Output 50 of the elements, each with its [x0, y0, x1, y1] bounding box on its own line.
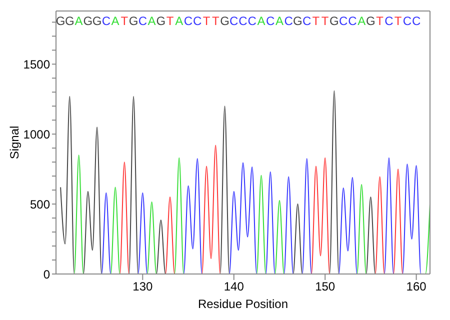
annotation: G [92, 14, 102, 28]
annotation: G [56, 14, 66, 28]
annotation: C [402, 14, 412, 28]
annotation: A [358, 14, 366, 28]
annotation: T [202, 14, 211, 28]
annotation: C [193, 14, 202, 28]
x-tick-label: 160 [406, 280, 427, 294]
annotation: T [321, 14, 330, 28]
annotation: T [166, 14, 174, 28]
y-tick-label: 1000 [23, 127, 50, 142]
annotation: G [83, 14, 93, 28]
annotation: T [376, 14, 384, 28]
annotation: A [111, 14, 120, 28]
annotation: G [330, 14, 339, 28]
annotation: C [184, 14, 193, 28]
y-tick-label: 500 [30, 197, 50, 212]
annotation: G [220, 14, 230, 28]
annotation: T [312, 14, 320, 28]
annotation: C [102, 14, 111, 28]
annotation: C [230, 14, 239, 28]
x-tick-label: 130 [132, 280, 153, 294]
annotation: T [120, 14, 129, 28]
annotation: G [156, 14, 166, 28]
annotation: C [266, 14, 276, 28]
annotation: C [348, 14, 358, 28]
annotation: G [128, 14, 138, 28]
annotation: C [284, 14, 294, 28]
annotation: G [293, 14, 302, 28]
x-axis-title: Residue Position [198, 297, 288, 311]
annotation: C [138, 14, 148, 28]
y-tick-label: 1500 [23, 57, 50, 72]
annotation: A [275, 14, 284, 28]
annotation: A [175, 14, 184, 28]
y-axis-title: Signal [7, 126, 22, 160]
annotation: C [238, 14, 248, 28]
x-tick-label: 150 [315, 280, 336, 294]
annotation: G [366, 14, 376, 28]
annotation: C [339, 14, 348, 28]
y-tick-label: 0 [43, 267, 50, 282]
annotation: C [302, 14, 312, 28]
annotation: C [384, 14, 394, 28]
annotation: A [74, 14, 83, 28]
annotation: T [394, 14, 402, 28]
annotation: T [212, 14, 220, 28]
annotation: A [257, 14, 266, 28]
annotation: C [248, 14, 257, 28]
annotation: G [65, 14, 74, 28]
annotation: A [148, 14, 156, 28]
annotation: C [412, 14, 421, 28]
x-tick-label: 140 [224, 280, 244, 294]
